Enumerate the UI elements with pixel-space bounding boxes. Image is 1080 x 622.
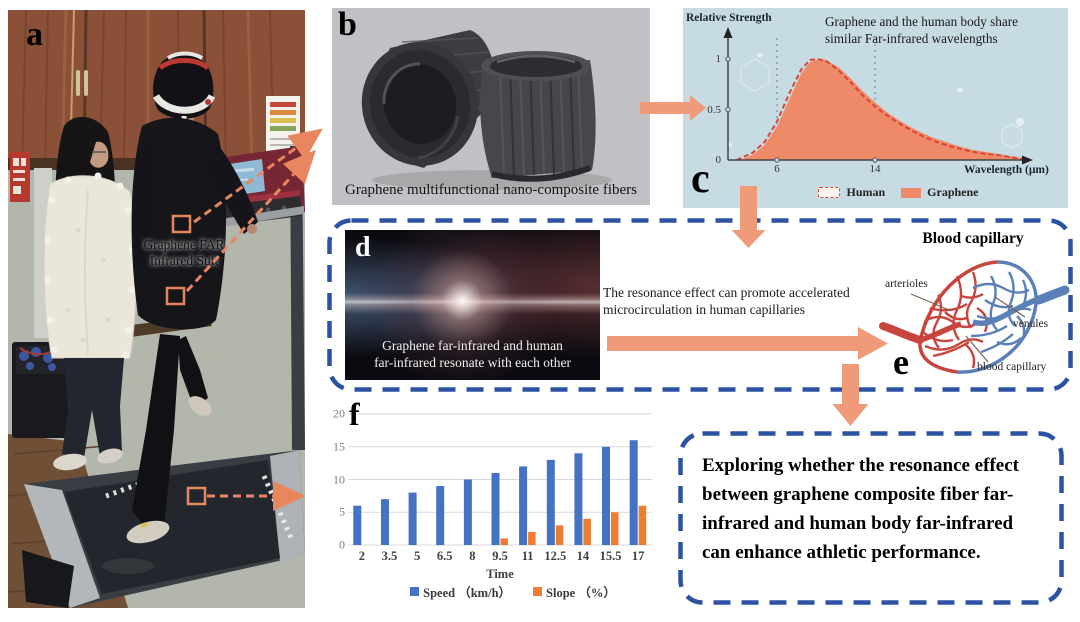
panel-label-b: b: [338, 6, 357, 43]
panel-a-treadmill-photo: a Graphene FAR Infrared Suit: [8, 10, 305, 608]
spectrum-title: Graphene and the human body share simila…: [825, 14, 1018, 46]
panel-b-caption: Graphene multifunctional nano-composite …: [345, 182, 637, 198]
spectrum-y-axis-label: Relative Strength: [686, 12, 772, 24]
panel-e-blood-capillary: Blood capillary: [873, 230, 1073, 394]
panel-c-spectrum-chart: Relative Strength Wavelength (μm) Graphe…: [683, 8, 1068, 208]
photo-annotation-suit: Graphene FAR Infrared Suit: [124, 237, 244, 268]
panel-d-resonance-image: d Graphene far-infrared and human far-in…: [345, 230, 600, 380]
legend-item: Speed （km/h）: [410, 582, 511, 601]
capillary-label-venules: venules: [1013, 318, 1049, 330]
protocol-legend: Speed （km/h） Slope （%）: [353, 582, 673, 601]
panel-b-fibers: b Graphene multifunctional nano-composit…: [332, 8, 650, 205]
legend-item-graphene: Graphene: [901, 185, 979, 200]
arrow-d-to-e-icon: [607, 327, 888, 360]
panel-label-c: c: [691, 156, 710, 202]
arrow-to-conclusion-icon: [832, 364, 869, 426]
panel-label-d: d: [355, 232, 371, 263]
capillary-title: Blood capillary: [922, 230, 1024, 247]
panel-d-caption: Graphene far-infrared and human far-infr…: [374, 337, 571, 371]
capillary-label-blood-capillary: blood capillary: [977, 361, 1047, 373]
resonance-effect-text: The resonance effect can promote acceler…: [603, 285, 850, 318]
legend-swatch-icon: [533, 587, 543, 596]
conclusion-text: Exploring whether the resonance effect b…: [702, 455, 1019, 563]
protocol-bars-plot: [348, 413, 652, 546]
conclusion-box: Exploring whether the resonance effect b…: [678, 431, 1063, 605]
graphene-swatch-icon: [901, 187, 922, 198]
treadmill-photo-illustration: [8, 10, 305, 608]
human-swatch-icon: [818, 187, 841, 198]
protocol-x-axis-label: Time: [486, 567, 514, 581]
panel-f-protocol-chart: 0 5 10 15 20 2 3.5 5 6.5 8 9.5 11 12.5 14 15.5 17 Time …: [333, 398, 673, 618]
panel-label-e: e: [893, 342, 909, 382]
legend-item: Slope （%）: [533, 582, 616, 601]
spectrum-x-axis-label: Wavelength (μm): [964, 164, 1049, 176]
photo-annotation-line1: Graphene FAR: [143, 237, 225, 252]
legend-item-human: Human: [818, 185, 885, 200]
capillary-label-arterioles: arterioles: [885, 278, 928, 290]
spectrum-legend: Human Graphene: [683, 185, 1068, 200]
photo-annotation-line2: Infrared Suit: [149, 252, 219, 268]
legend-swatch-icon: [410, 587, 420, 596]
panel-label-f: f: [349, 396, 360, 432]
fiber-spools-illustration: [361, 30, 612, 190]
panel-label-a: a: [26, 16, 43, 53]
spectrum-plot: [723, 27, 1033, 165]
